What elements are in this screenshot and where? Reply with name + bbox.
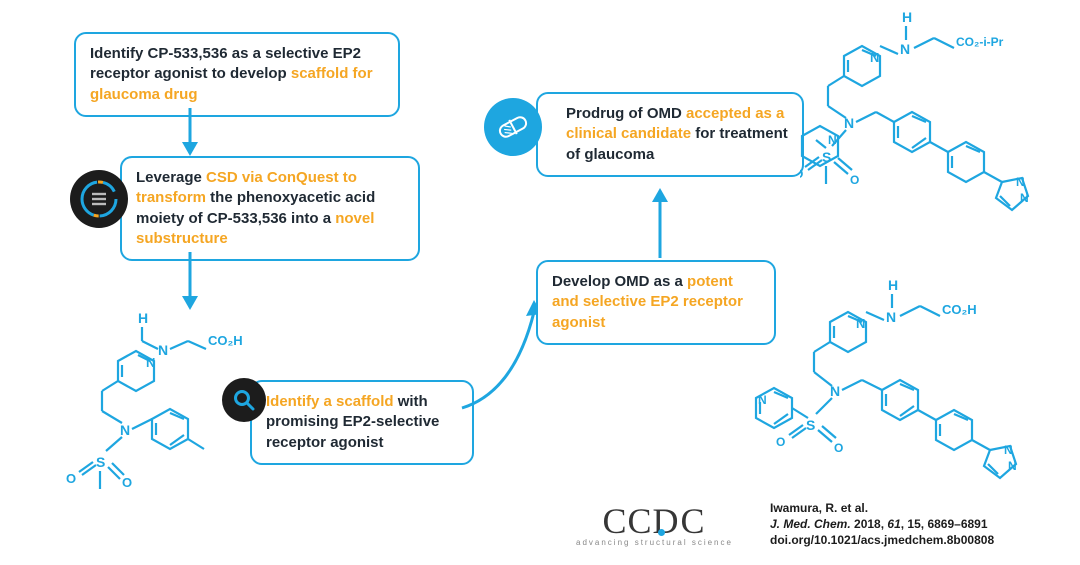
conquest-icon (70, 170, 128, 228)
text: Prodrug of OMD (566, 105, 686, 122)
chem-scaffold-left: H N CO₂H N N S (30, 305, 250, 510)
svg-text:H: H (138, 310, 148, 326)
citation: Iwamura, R. et al. J. Med. Chem. 2018, 6… (770, 500, 1070, 549)
svg-text:N: N (870, 50, 879, 65)
ccdc-logo: CCDC advancing structural science (576, 500, 733, 547)
svg-text:CO₂-i-Pr: CO₂-i-Pr (956, 35, 1004, 49)
arrow-1-2 (180, 108, 200, 156)
step-identify-cp: Identify CP-533,536 as a selective EP2 r… (74, 32, 400, 117)
svg-text:CO₂H: CO₂H (942, 302, 977, 317)
svg-text:N: N (158, 342, 168, 358)
svg-text:O: O (66, 471, 76, 486)
citation-doi: doi.org/10.1021/acs.jmedchem.8b00808 (770, 532, 1070, 548)
svg-text:S: S (96, 454, 105, 470)
step-leverage-csd: Leverage CSD via ConQuest to transform t… (120, 156, 420, 261)
svg-text:CO₂H: CO₂H (208, 333, 243, 348)
svg-text:O: O (834, 441, 843, 455)
ccdc-logo-text: CCDC (576, 500, 733, 542)
chem-prodrug: H N CO₂-i-Pr N N (800, 6, 1070, 241)
step-prodrug-accepted: Prodrug of OMD accepted as a clinical ca… (536, 92, 804, 177)
magnifier-icon (222, 378, 266, 422)
svg-text:H: H (888, 277, 898, 293)
svg-text:O: O (800, 167, 803, 181)
flow-diagram: Identify CP-533,536 as a selective EP2 r… (0, 0, 1080, 565)
svg-text:O: O (776, 435, 785, 449)
step-identify-scaffold: Identify a scaffold with promising EP2-s… (250, 380, 474, 465)
svg-text:N: N (1020, 191, 1029, 205)
svg-text:N: N (886, 309, 896, 325)
arrow-2-3 (180, 252, 200, 310)
svg-text:N: N (120, 422, 130, 438)
svg-text:O: O (850, 173, 859, 187)
svg-text:N: N (1016, 175, 1025, 189)
svg-text:N: N (1008, 459, 1017, 473)
svg-text:S: S (806, 417, 815, 433)
svg-text:N: N (856, 316, 865, 331)
highlight: Identify a scaffold (266, 393, 394, 410)
svg-text:O: O (122, 475, 132, 490)
svg-text:N: N (900, 41, 910, 57)
pill-icon (484, 98, 542, 156)
arrow-4-5 (650, 188, 670, 260)
text: Leverage (136, 169, 206, 186)
citation-authors: Iwamura, R. et al. (770, 500, 1070, 516)
svg-text:N: N (1004, 443, 1013, 457)
svg-text:H: H (902, 9, 912, 25)
svg-text:N: N (146, 355, 155, 370)
svg-text:N: N (828, 133, 837, 147)
citation-journal: J. Med. Chem. 2018, 61, 15, 6869–6891 (770, 516, 1070, 532)
chem-omd: H N CO₂H N N (640, 272, 1060, 527)
